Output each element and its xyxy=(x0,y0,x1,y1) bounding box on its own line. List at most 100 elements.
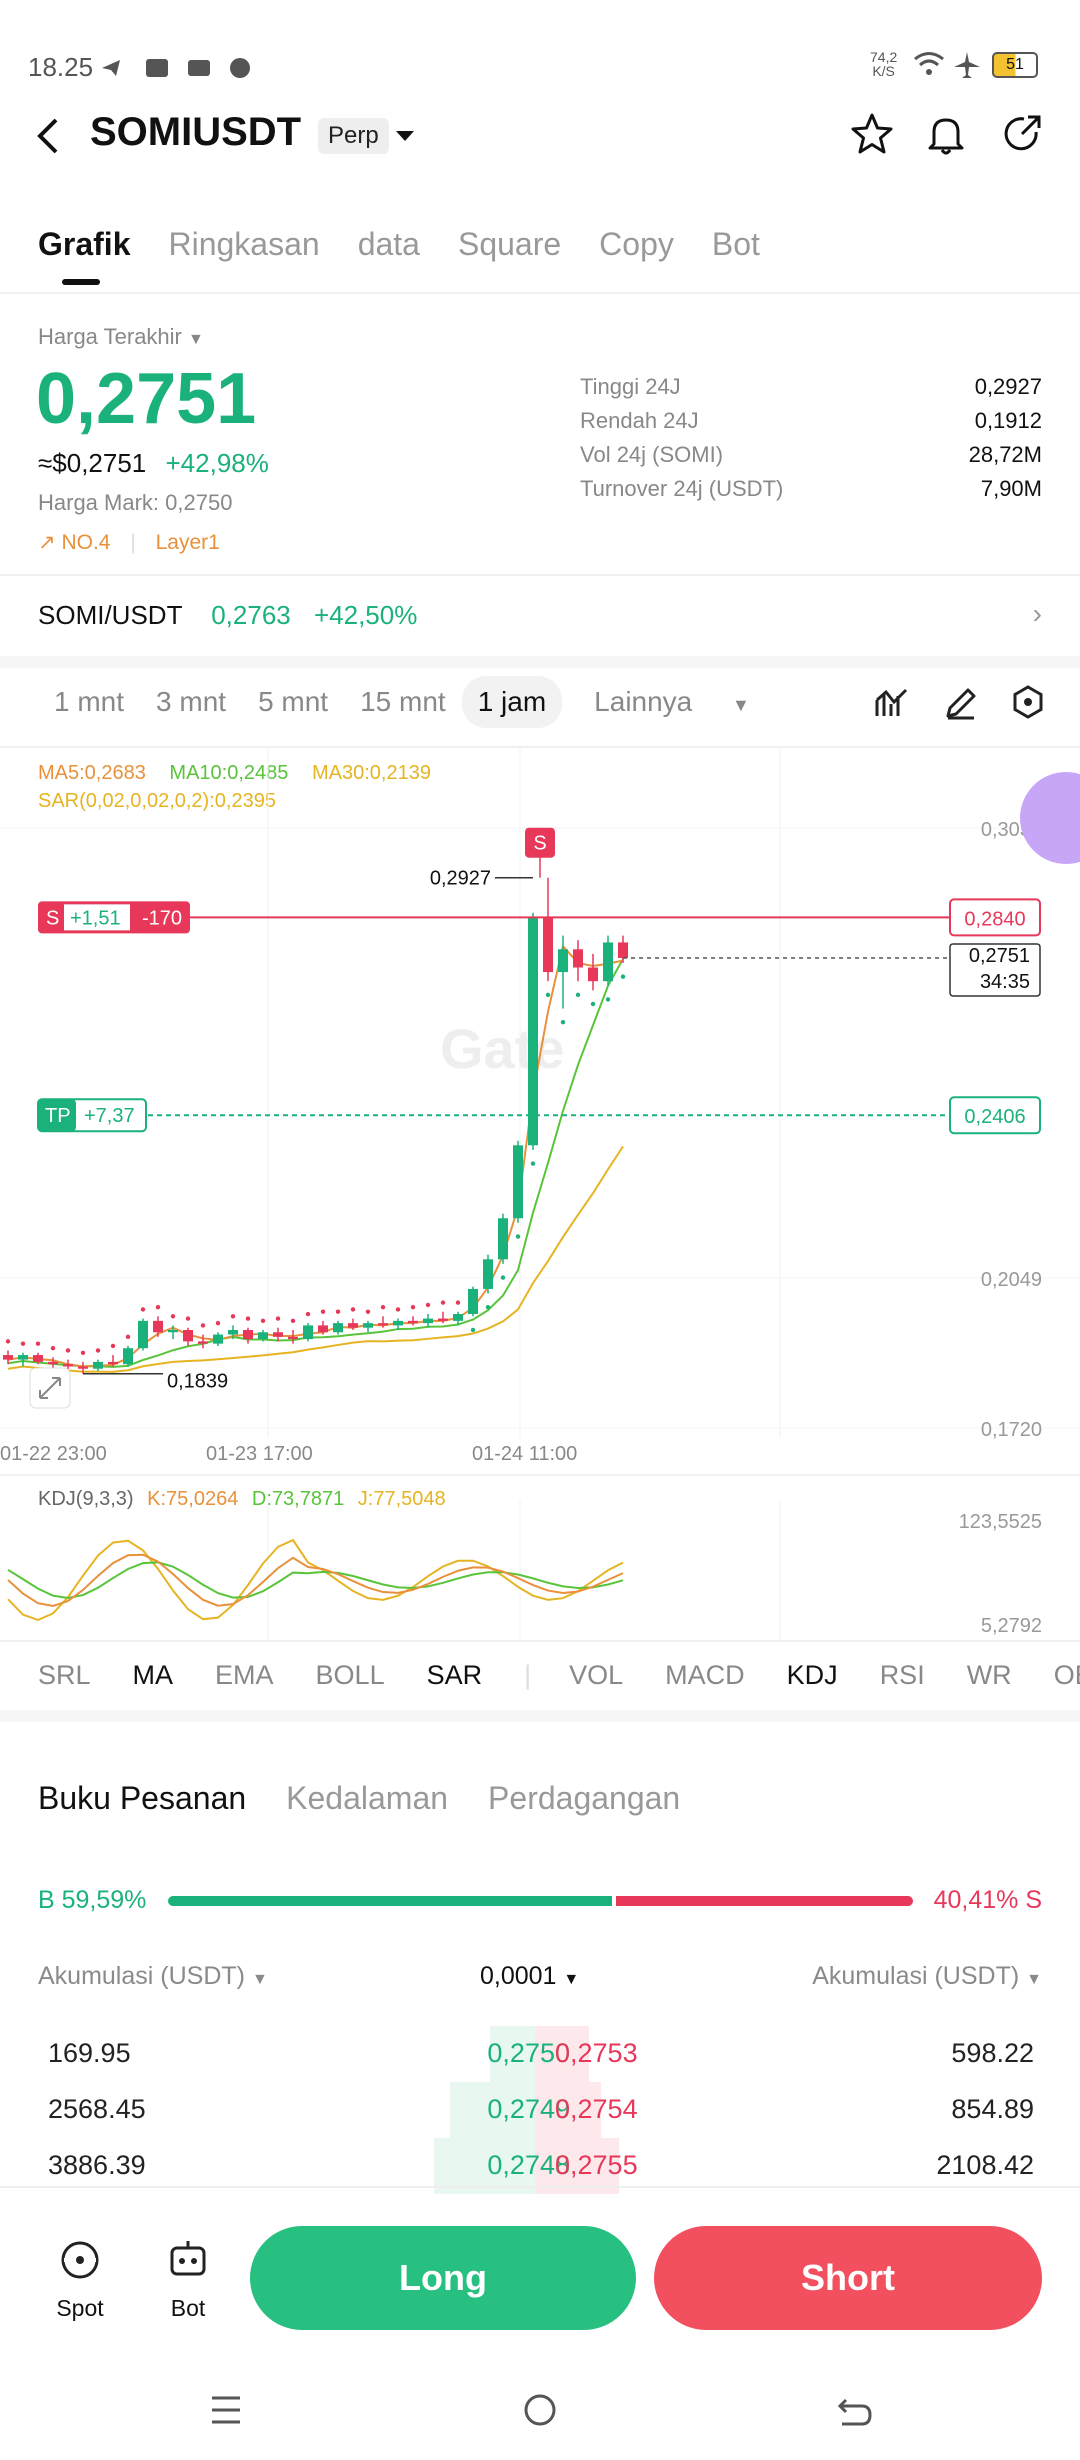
candle-body xyxy=(63,1364,73,1367)
tab-order-book[interactable]: Buku Pesanan xyxy=(38,1780,247,1816)
x-tick-label: 01-22 23:00 xyxy=(0,1443,107,1465)
ind-macd[interactable]: MACD xyxy=(665,1660,745,1690)
candle-body xyxy=(33,1355,43,1362)
candle-body xyxy=(453,1314,463,1321)
sar-dot xyxy=(5,1339,11,1344)
stat-turnover: Turnover 24j (USDT) 7,90M xyxy=(580,476,1042,501)
sar-dot xyxy=(320,1309,326,1314)
sar-dot xyxy=(335,1309,341,1314)
home-icon[interactable] xyxy=(520,2390,560,2430)
price-usd-change: ≈$0,2751 +42,98% xyxy=(38,448,269,479)
bot-icon xyxy=(170,2241,206,2276)
candle-body xyxy=(258,1332,268,1340)
tick-size-selector[interactable]: 0,0001 ▼ xyxy=(480,1962,580,1990)
candle-body xyxy=(438,1318,448,1321)
kdj-chart-svg: 123,5525 5,2792 xyxy=(7,1500,1042,1640)
ind-sar[interactable]: SAR xyxy=(426,1660,483,1690)
category-tag[interactable]: Layer1 xyxy=(155,531,220,554)
orderbook-row[interactable]: 2568.45 0,2749 0,2754 854.89 xyxy=(0,2082,1080,2138)
symbol-title[interactable]: SOMIUSDT xyxy=(90,110,302,154)
approx-usd: ≈$0,2751 xyxy=(38,448,147,478)
tab-trades[interactable]: Perdagangan xyxy=(488,1780,681,1816)
price-type-selector[interactable]: Harga Terakhir ▼ xyxy=(38,324,204,349)
spot-nav[interactable]: Spot xyxy=(48,2236,112,2322)
sar-dot xyxy=(140,1307,146,1312)
recent-apps-icon[interactable] xyxy=(206,2390,246,2430)
separator: | xyxy=(524,1660,532,1690)
interval-1m[interactable]: 1 mnt xyxy=(54,686,125,717)
chevron-down-icon[interactable] xyxy=(394,128,416,144)
stat-volume: Vol 24j (SOMI) 28,72M xyxy=(580,442,1042,467)
interval-tabs: 1 mnt 3 mnt 5 mnt 15 mnt 1 jam Lainnya ▼ xyxy=(38,676,782,728)
divider xyxy=(0,292,1080,294)
tab-depth[interactable]: Kedalaman xyxy=(286,1780,449,1816)
interval-1h[interactable]: 1 jam xyxy=(461,676,563,728)
interval-more[interactable]: Lainnya ▼ xyxy=(594,686,750,717)
sar-dot xyxy=(260,1318,266,1324)
candle-body xyxy=(483,1259,493,1289)
tab-ringkasan[interactable]: Ringkasan xyxy=(168,226,320,262)
interval-15m[interactable]: 15 mnt xyxy=(360,686,446,717)
interval-5m[interactable]: 5 mnt xyxy=(258,686,329,717)
settings-hexagon-icon[interactable] xyxy=(1010,684,1046,720)
stat-high: Tinggi 24J 0,2927 xyxy=(580,374,1042,399)
buy-fill xyxy=(168,1896,612,1906)
long-button[interactable]: Long xyxy=(250,2226,636,2330)
section-gap xyxy=(0,1710,1080,1722)
ind-vol[interactable]: VOL xyxy=(569,1660,624,1690)
sar-dot xyxy=(440,1300,446,1305)
candle-body xyxy=(423,1318,433,1324)
bot-nav[interactable]: Bot xyxy=(156,2236,220,2322)
ind-boll[interactable]: BOLL xyxy=(315,1660,385,1690)
main-tabs: Grafik Ringkasan data Square Copy Bot xyxy=(38,226,760,285)
tp-pnl: +7,37 xyxy=(84,1105,135,1127)
short-button[interactable]: Short xyxy=(654,2226,1042,2330)
ind-rsi[interactable]: RSI xyxy=(879,1660,925,1690)
acc-left-selector[interactable]: Akumulasi (USDT) ▼ xyxy=(38,1962,268,1990)
sar-dot xyxy=(170,1314,176,1319)
ind-wr[interactable]: WR xyxy=(966,1660,1012,1690)
orderbook-row[interactable]: 169.95 0,2750 0,2753 598.22 xyxy=(0,2026,1080,2082)
ind-kdj[interactable]: KDJ xyxy=(786,1660,838,1690)
tab-square[interactable]: Square xyxy=(457,226,562,262)
ma30-line xyxy=(7,1145,624,1373)
candle-body xyxy=(138,1320,148,1349)
candle-body xyxy=(408,1320,418,1324)
acc-ask: 2108.42 xyxy=(936,2150,1034,2180)
tab-grafik[interactable]: Grafik xyxy=(38,226,131,285)
draw-pencil-icon[interactable] xyxy=(944,686,978,720)
kdj-j-line xyxy=(7,1538,624,1622)
indicator-icon[interactable] xyxy=(874,686,908,720)
sar-dot xyxy=(230,1314,236,1319)
assistant-bubble-icon xyxy=(1020,772,1080,864)
tab-bot[interactable]: Bot xyxy=(711,226,760,262)
rank-tag[interactable]: NO.4 xyxy=(61,531,111,554)
star-icon[interactable] xyxy=(850,112,894,156)
contract-type-badge[interactable]: Perp xyxy=(318,118,389,154)
ind-obv[interactable]: OBV xyxy=(1053,1660,1080,1690)
back-arrow-icon[interactable] xyxy=(34,116,64,156)
divider xyxy=(0,574,1080,576)
candle-body xyxy=(378,1323,388,1326)
bid-price: 0,2749 xyxy=(487,2094,570,2124)
spot-pair-row[interactable]: SOMI/USDT 0,2763 +42,50% › xyxy=(38,598,1042,631)
price-chart[interactable]: MA5:0,2683 MA10:0,2485 MA30:0,2139 SAR(0… xyxy=(0,748,1080,1478)
tab-copy[interactable]: Copy xyxy=(599,226,674,262)
battery-icon: 51 xyxy=(992,52,1038,78)
share-icon[interactable] xyxy=(1000,112,1044,156)
acc-right-selector[interactable]: Akumulasi (USDT) ▼ xyxy=(812,1962,1042,1990)
high-marker: 0,2927 xyxy=(430,868,491,890)
low-marker: 0,1839 xyxy=(167,1371,228,1393)
interval-3m[interactable]: 3 mnt xyxy=(156,686,227,717)
back-nav-icon[interactable] xyxy=(834,2390,874,2430)
ind-srl[interactable]: SRL xyxy=(38,1660,91,1690)
bell-icon[interactable] xyxy=(924,112,968,156)
ind-ema[interactable]: EMA xyxy=(215,1660,274,1690)
tab-data[interactable]: data xyxy=(357,226,420,262)
acc-ask: 598.22 xyxy=(951,2038,1034,2068)
sar-dot xyxy=(575,992,581,998)
candle-body xyxy=(213,1334,223,1344)
divider xyxy=(0,1640,1080,1642)
orderbook-row[interactable]: 3886.39 0,2748 0,2755 2108.42 xyxy=(0,2138,1080,2194)
ind-ma[interactable]: MA xyxy=(132,1660,174,1690)
